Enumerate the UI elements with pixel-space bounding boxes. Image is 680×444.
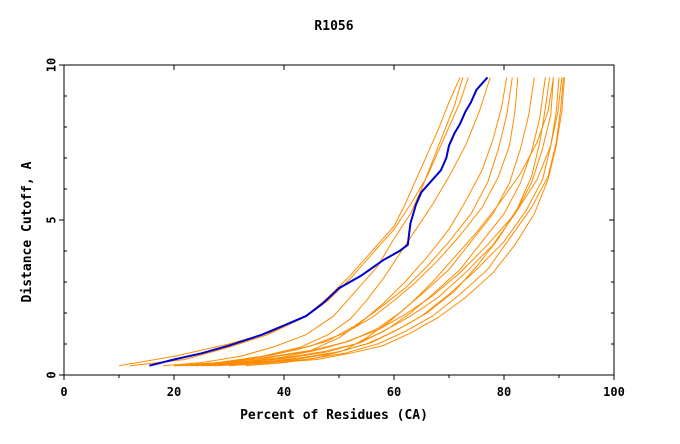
- x-tick-label: 0: [60, 385, 67, 399]
- series-line: [228, 77, 565, 367]
- x-tick-label: 100: [603, 385, 625, 399]
- series-line: [179, 77, 563, 367]
- series-line: [195, 77, 519, 367]
- series-line: [195, 77, 554, 367]
- x-tick-label: 60: [387, 385, 401, 399]
- series-line: [190, 77, 535, 367]
- series-line: [173, 77, 491, 367]
- series-layer: [118, 76, 565, 367]
- y-tick-label: 10: [45, 58, 59, 72]
- series-line: [206, 77, 560, 367]
- axis-ticks: 0 20 40 60 80 100 0 5 10: [45, 58, 625, 399]
- x-tick-label: 20: [167, 385, 181, 399]
- plot-frame: [63, 64, 615, 376]
- y-tick-label: 5: [45, 216, 59, 223]
- x-tick-label: 40: [277, 385, 291, 399]
- series-line: [184, 77, 508, 367]
- y-tick-label: 0: [45, 371, 59, 378]
- series-line: [173, 77, 513, 367]
- series-line: [201, 77, 546, 367]
- plot-border: [63, 64, 615, 376]
- series-line: [245, 77, 554, 367]
- series-line: [212, 77, 551, 367]
- x-axis-label: Percent of Residues (CA): [240, 408, 428, 423]
- series-line: [162, 77, 464, 367]
- y-axis-label: Distance Cutoff, A: [20, 161, 35, 302]
- series-line: [129, 77, 469, 367]
- highlight-series-line: [149, 76, 489, 367]
- x-tick-label: 80: [497, 385, 511, 399]
- chart-title: R1056: [314, 19, 353, 34]
